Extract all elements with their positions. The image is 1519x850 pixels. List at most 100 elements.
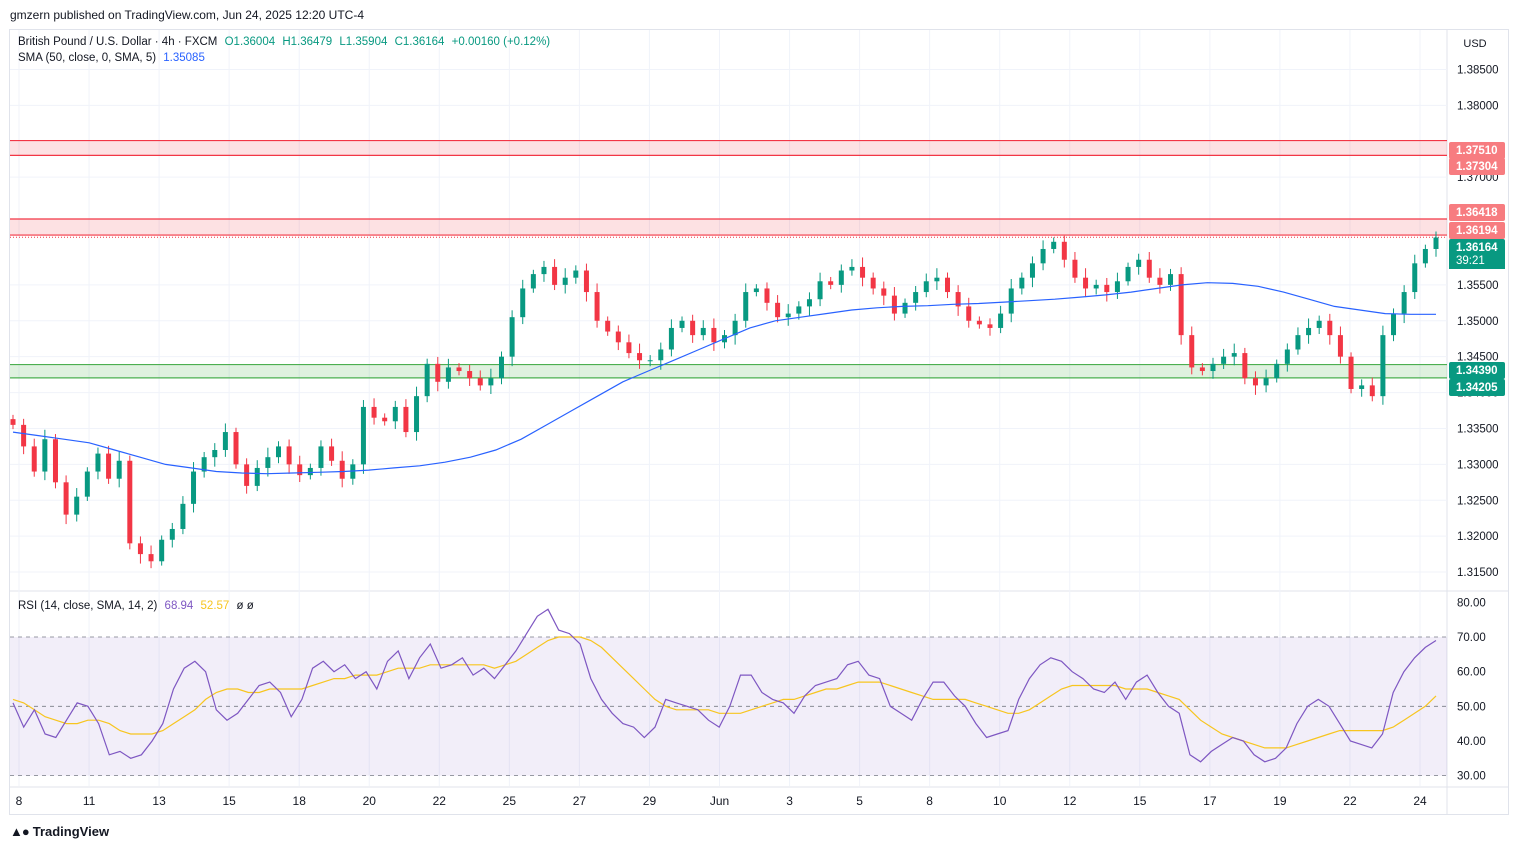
price-tick-label: 1.31500 xyxy=(1457,567,1499,579)
candle-body xyxy=(477,378,483,386)
candle-body xyxy=(106,453,112,479)
candle-body xyxy=(1146,259,1152,278)
candle-body xyxy=(1359,385,1365,389)
price-tick-label: 1.33000 xyxy=(1457,459,1499,471)
time-tick-label: 3 xyxy=(786,794,793,808)
candle-body xyxy=(339,460,345,479)
resistance-price-label-bg xyxy=(1449,222,1505,239)
candle-body xyxy=(244,464,250,486)
price-tick-label: 1.34500 xyxy=(1457,352,1499,364)
candle-body xyxy=(1263,378,1269,386)
resistance-price-label: 1.37304 xyxy=(1456,161,1498,173)
candle-body xyxy=(605,320,611,332)
time-tick-label: 8 xyxy=(926,794,933,808)
candle-body xyxy=(509,317,515,357)
candle-body xyxy=(63,482,69,515)
sma-label: SMA (50, close, 0, SMA, 5) xyxy=(18,52,157,64)
resistance-price-label-bg xyxy=(1449,204,1505,221)
candle-body xyxy=(180,503,186,529)
candle-body xyxy=(806,299,812,307)
price-tick-label: 1.38000 xyxy=(1457,100,1499,112)
sma-50-line xyxy=(12,282,1436,475)
candle-body xyxy=(998,313,1004,328)
time-tick-label: 15 xyxy=(1133,794,1147,808)
candle-body xyxy=(828,281,834,285)
publisher-line: gmzern published on TradingView.com, Jun… xyxy=(10,8,364,22)
candle-body xyxy=(1369,385,1375,397)
candle-body xyxy=(934,277,940,282)
candle-body xyxy=(615,331,621,343)
support-zone xyxy=(10,364,1447,378)
time-tick-label: 29 xyxy=(643,794,657,808)
candle-body xyxy=(254,467,260,486)
change-value: +0.00160 (+0.12%) xyxy=(451,36,551,48)
time-tick-label: 8 xyxy=(16,794,23,808)
candle-body xyxy=(1316,320,1322,328)
candle-body xyxy=(658,349,664,361)
candle-body xyxy=(148,554,154,562)
time-tick-label: 11 xyxy=(83,794,96,808)
open-value: O1.36004 xyxy=(224,36,276,48)
time-tick-label: 13 xyxy=(152,794,166,808)
candle-body xyxy=(1051,241,1057,249)
tradingview-logo[interactable]: ▲● TradingView xyxy=(10,824,109,839)
candle-body xyxy=(1157,277,1163,285)
candle-body xyxy=(159,539,165,562)
candle-body xyxy=(987,324,993,328)
candle-body xyxy=(955,292,961,307)
candle-body xyxy=(1114,281,1120,293)
rsi-line xyxy=(12,608,1437,763)
time-tick-label: 15 xyxy=(222,794,236,808)
rsi-legend: RSI (14, close, SMA, 14, 2) 68.94 52.57 … xyxy=(18,600,258,612)
candle-body xyxy=(1029,263,1035,278)
candle-body xyxy=(870,277,876,289)
rsi-tick-label: 70.00 xyxy=(1457,632,1486,644)
countdown-label: 39:21 xyxy=(1456,255,1485,267)
time-tick-label: 27 xyxy=(573,794,587,808)
candle-body xyxy=(1337,335,1343,357)
rsi-tick-label: 60.00 xyxy=(1457,667,1486,679)
candle-body xyxy=(456,367,462,372)
candle-body xyxy=(191,471,197,504)
candle-body xyxy=(1210,363,1216,372)
candle-body xyxy=(1178,274,1184,336)
candle-body xyxy=(467,371,473,379)
currency-selector[interactable]: USD xyxy=(1463,38,1487,50)
candle-body xyxy=(849,266,855,271)
candle-body xyxy=(1401,292,1407,314)
candle-body xyxy=(382,417,388,422)
candle-body xyxy=(1231,353,1237,357)
sma-legend: SMA (50, close, 0, SMA, 5) 1.35085 xyxy=(18,52,209,64)
candle-body xyxy=(881,288,887,296)
time-tick-label: 22 xyxy=(433,794,447,808)
candle-body xyxy=(1327,320,1333,336)
candle-body xyxy=(668,327,674,350)
candle-body xyxy=(1199,367,1205,372)
candle-body xyxy=(541,266,547,275)
candle-body xyxy=(1189,335,1195,368)
candle-body xyxy=(1242,353,1248,379)
tradingview-logo-text: TradingView xyxy=(32,824,110,839)
time-tick-label: 19 xyxy=(1273,794,1287,808)
candle-body xyxy=(1125,266,1131,282)
candle-body xyxy=(116,460,122,479)
sma-value: 1.35085 xyxy=(163,52,205,64)
candle-body xyxy=(764,288,770,303)
chart-frame xyxy=(9,29,1509,815)
time-tick-label: 10 xyxy=(993,794,1007,808)
price-tick-label: 1.38500 xyxy=(1457,64,1499,76)
rsi-label: RSI (14, close, SMA, 14, 2) xyxy=(18,600,158,612)
candle-body xyxy=(530,274,536,289)
rsi-pane xyxy=(10,608,1447,777)
candles xyxy=(10,231,1439,569)
candle-body xyxy=(1391,313,1397,336)
price-tick-label: 1.37000 xyxy=(1457,172,1499,184)
candle-body xyxy=(414,396,420,433)
time-tick-label: 12 xyxy=(1063,794,1077,808)
candle-body xyxy=(424,363,430,397)
high-value: H1.36479 xyxy=(282,36,333,48)
candle-body xyxy=(1040,248,1046,264)
candle-body xyxy=(1380,335,1386,397)
low-value: L1.35904 xyxy=(339,36,388,48)
